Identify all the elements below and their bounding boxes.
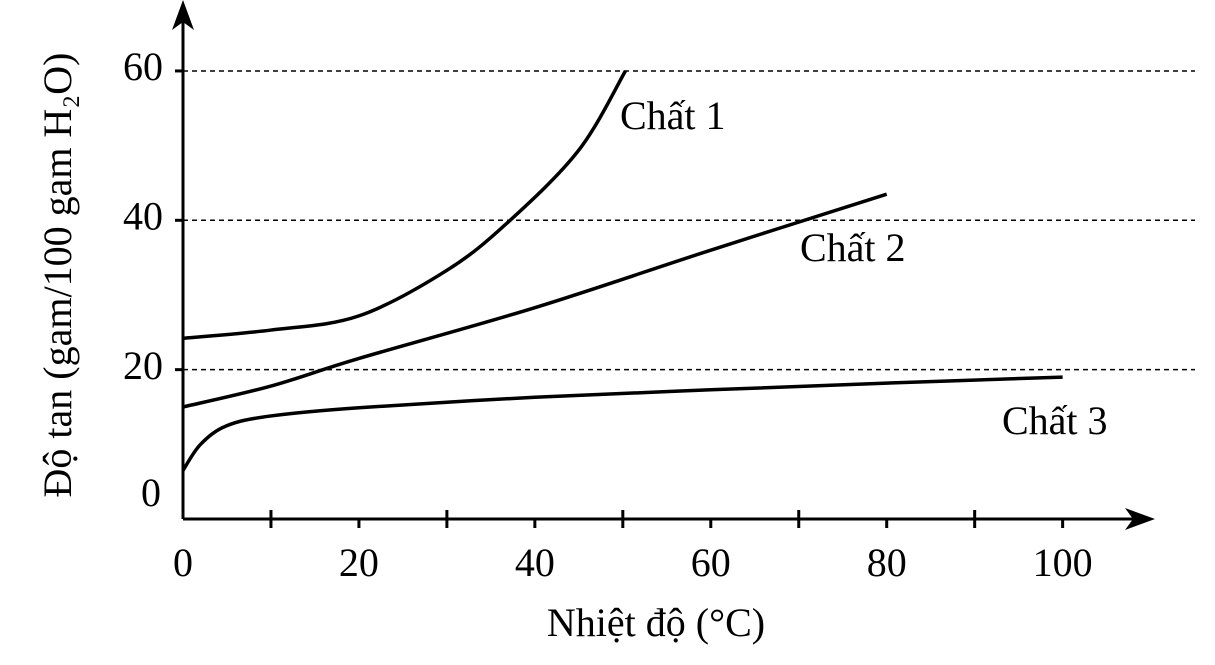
series-label: Chất 3	[1002, 398, 1108, 443]
line-series	[181, 375, 1063, 472]
series-label: Chất 2	[800, 225, 906, 270]
y-tick-label: 0	[141, 470, 161, 515]
y-tick-label: 60	[123, 44, 163, 89]
y-axis-label: Độ tan (gam/100 gam H₂O)	[35, 53, 80, 498]
line-series	[182, 192, 888, 409]
x-tick-label: 80	[867, 540, 907, 585]
y-tick-label: 20	[123, 343, 163, 388]
line-series	[182, 70, 627, 341]
x-axis-arrow	[1125, 508, 1155, 530]
series-label: Chất 1	[620, 93, 726, 138]
x-tick-label: 60	[691, 540, 731, 585]
x-tick-label: 100	[1033, 540, 1093, 585]
x-axis-label: Nhiệt độ (°C)	[547, 600, 765, 645]
y-axis-arrow	[172, 0, 194, 30]
x-tick-label: 0	[173, 540, 193, 585]
x-tick-label: 20	[339, 540, 379, 585]
y-tick-label: 40	[123, 193, 163, 238]
x-tick-label: 40	[515, 540, 555, 585]
